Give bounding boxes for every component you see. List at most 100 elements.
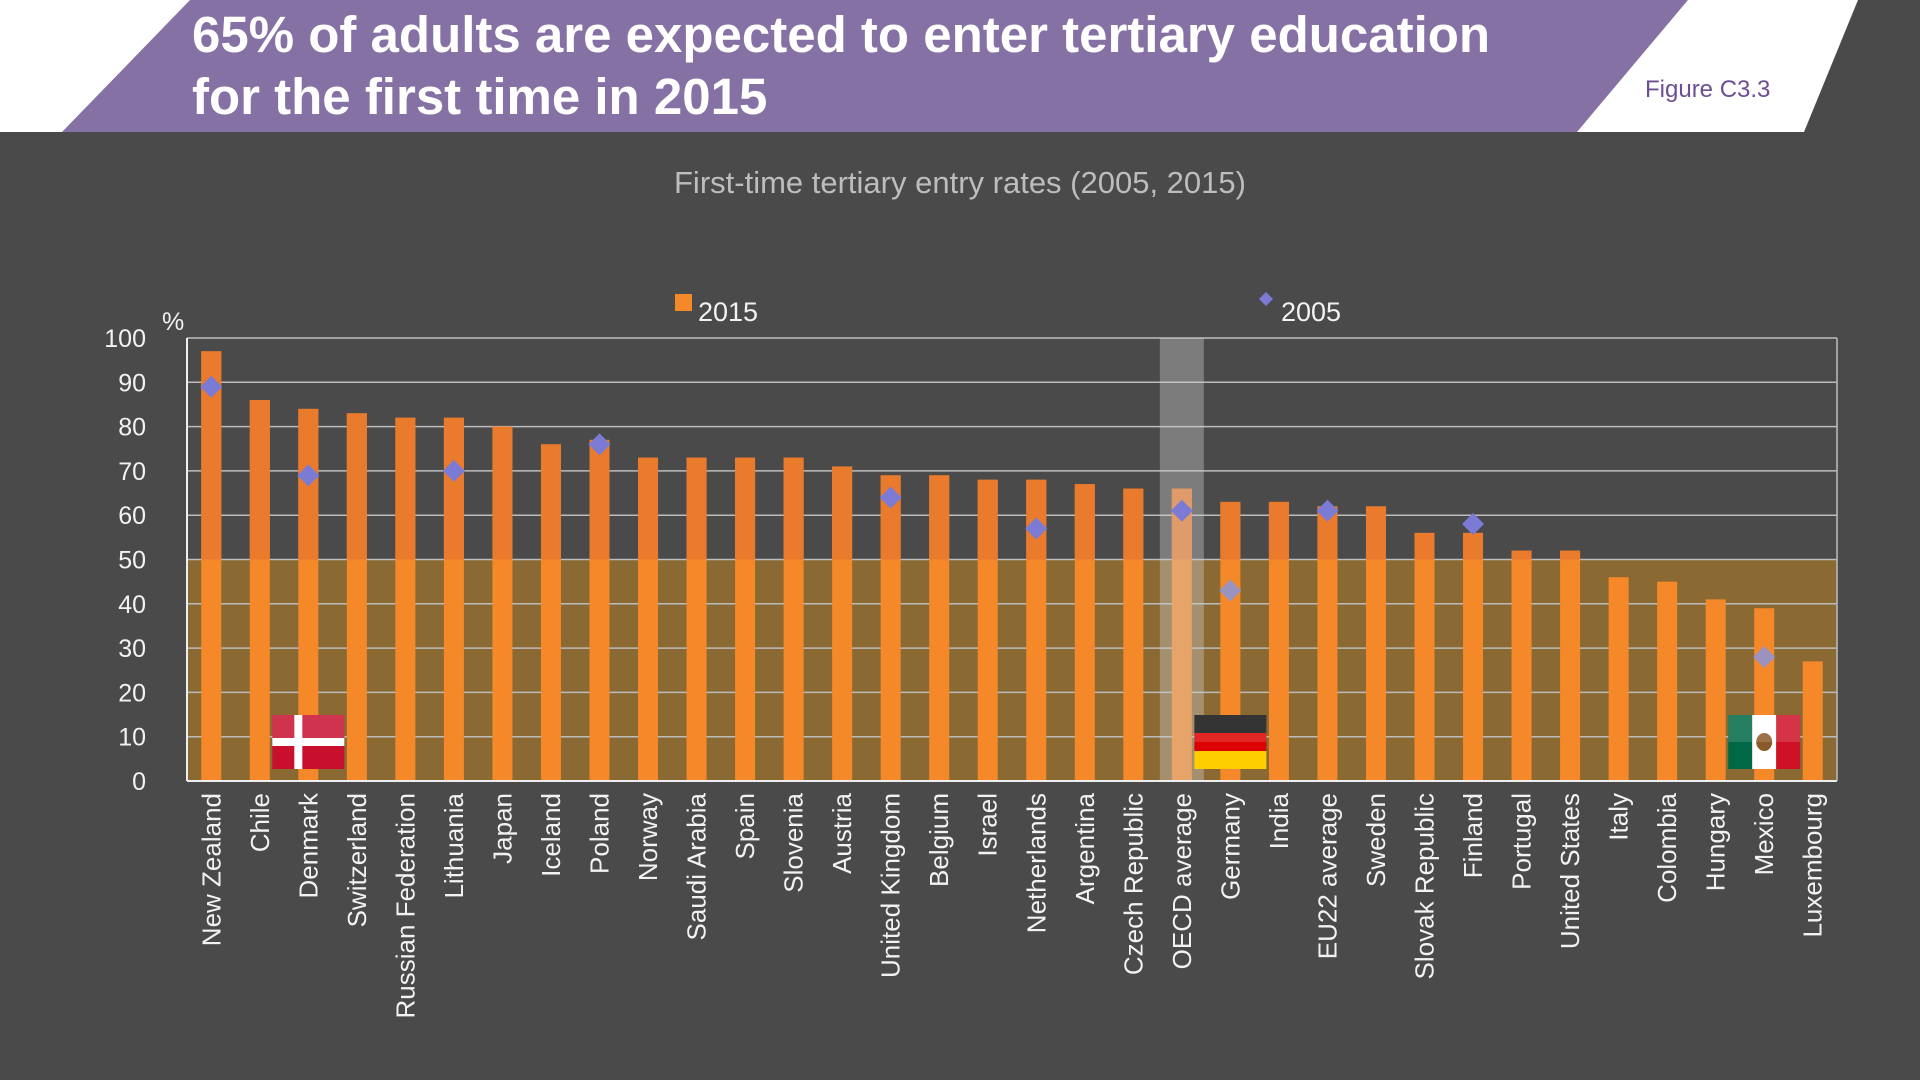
legend-label-2015: 2015 [698,297,758,327]
x-label-switzerland: Switzerland [342,793,372,927]
bar-top-belgium [929,475,950,560]
bar-top-germany [1220,501,1241,560]
bar-germany [1220,501,1241,781]
y-tick-label: 90 [118,369,146,397]
x-label-india: India [1264,792,1294,849]
x-label-slovak-republic: Slovak Republic [1410,793,1440,979]
bar-top-czech-republic [1123,488,1144,560]
x-label-belgium: Belgium [924,793,954,887]
x-label-czech-republic: Czech Republic [1118,793,1148,975]
x-label-japan: Japan [487,793,517,864]
bar-top-japan [492,426,513,560]
figure-label: Figure C3.3 [1645,76,1771,103]
bar-top-russian-federation [395,417,416,560]
header-band: 65% of adults are expected to enter tert… [0,0,1920,132]
y-tick-label: 0 [132,768,146,796]
marker-united-kingdom [879,486,902,509]
x-label-italy: Italy [1604,793,1634,841]
bar-top-switzerland [346,413,367,560]
x-label-finland: Finland [1458,793,1488,878]
bar-eu22-average [1317,506,1338,781]
y-tick-label: 100 [104,325,146,353]
axes [186,338,1838,782]
y-tick-label: 80 [118,414,146,442]
page-title-line-1: 65% of adults are expected to enter tert… [192,6,1491,63]
x-label-russian-federation: Russian Federation [390,793,420,1018]
y-tick-label: 10 [118,724,146,752]
x-label-mexico: Mexico [1749,793,1779,875]
markers-2005 [200,375,1776,668]
y-tick-label: 20 [118,679,146,707]
bar-top-saudi-arabia [686,457,707,560]
bar-united-states [1560,550,1581,781]
bar-top-iceland [540,444,561,560]
x-label-israel: Israel [973,793,1003,857]
bars-2015 [201,351,1823,781]
x-label-slovenia: Slovenia [779,792,809,892]
flag-cross-horizontal [272,738,345,746]
bar-top-finland [1463,532,1484,560]
marker-netherlands [1025,517,1048,540]
legend: 2015 2005 [675,292,1341,327]
x-label-new-zealand: New Zealand [196,793,226,946]
marker-eu22-average [1316,499,1339,522]
x-label-germany: Germany [1215,793,1245,900]
x-label-argentina: Argentina [1070,792,1100,904]
marker-poland [588,433,611,456]
y-tick-label: 40 [118,591,146,619]
x-label-poland: Poland [585,793,615,874]
bar-hungary [1705,599,1726,781]
bar-top-sweden [1365,506,1386,560]
bar-top-argentina [1074,484,1095,560]
y-tick-label: 30 [118,635,146,663]
bar-finland [1463,532,1484,781]
mexico-flag-icon [1728,715,1801,769]
x-label-portugal: Portugal [1507,793,1537,890]
x-label-saudi-arabia: Saudi Arabia [682,792,712,940]
y-axis-unit-label: % [162,308,184,336]
x-label-austria: Austria [827,792,857,873]
flag-emblem [1756,733,1773,751]
x-category-labels: New Zealand Chile Denmark Switzerland Russia… [196,792,1827,1018]
x-label-norway: Norway [633,793,663,881]
bar-portugal [1511,550,1532,781]
x-label-spain: Spain [730,793,760,860]
bar-top-austria [832,466,853,560]
bar-top-chile [249,400,270,560]
legend-marker-2005 [1259,292,1273,306]
x-label-hungary: Hungary [1701,793,1731,891]
bar-top-spain [735,457,756,560]
flag-stripe-green [1728,715,1753,769]
flag-stripe-red [1194,733,1267,751]
flag-stripe-red [1776,715,1801,769]
average-highlight-column [1159,338,1204,781]
bar-italy [1608,577,1629,781]
highlight-band [187,559,1837,781]
bar-chart: First-time tertiary entry rates (2005, 2… [104,165,1838,1018]
highlight-band-layer [187,559,1837,781]
bar-colombia [1657,581,1678,781]
x-label-lithuania: Lithuania [439,792,469,898]
chart-title: First-time tertiary entry rates (2005, 2… [674,165,1246,200]
x-label-sweden: Sweden [1361,793,1391,887]
bar-oecd-average [1171,488,1192,781]
header-background [0,0,1920,132]
bar-top-new-zealand [201,351,222,560]
marker-mexico [1753,645,1776,668]
bar-luxembourg [1802,661,1823,781]
x-label-denmark: Denmark [293,792,323,898]
marker-lithuania [442,459,465,482]
x-label-oecd-average: OECD average [1167,793,1197,969]
bar-top-norway [638,457,659,560]
bar-top-portugal [1511,550,1532,560]
x-label-colombia: Colombia [1652,792,1682,902]
x-label-united-kingdom: United Kingdom [876,793,906,978]
bar-top-lithuania [443,417,464,560]
bar-top-united-states [1560,550,1581,560]
bar-sweden [1365,506,1386,781]
y-tick-label: 50 [118,547,146,575]
y-tick-label: 70 [118,458,146,486]
average-highlight-layer [1159,338,1204,781]
flag-gloss [1194,715,1267,742]
y-tick-label: 60 [118,502,146,530]
